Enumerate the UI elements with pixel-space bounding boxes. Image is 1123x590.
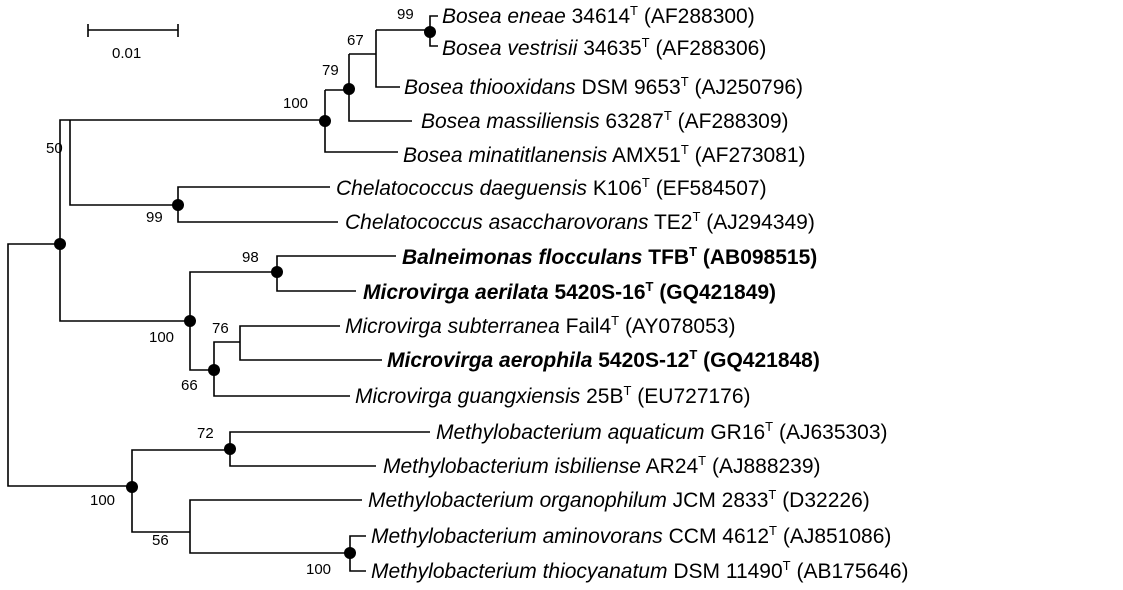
node-dot [126, 481, 138, 493]
leaf-label: Bosea thiooxidans DSM 9653T (AJ250796) [404, 74, 803, 99]
branch-bosea-100 [324, 90, 398, 153]
leaf-label: Microvirga aerophila 5420S-12T (GQ421848… [387, 347, 820, 372]
node-dot [224, 443, 236, 455]
branch-bosea-79 [348, 54, 412, 122]
leaf-label: Bosea vestrisii 34635T (AF288306) [442, 35, 766, 60]
node-dot [319, 115, 331, 127]
branch-chelato-asaccharovorans [177, 205, 338, 223]
bootstrap-value: 100 [306, 561, 331, 578]
bootstrap-value: 56 [152, 532, 169, 549]
leaf-label: Microvirga subterranea Fail4T (AY078053) [345, 313, 735, 338]
bootstrap-values: 99 67 79 100 50 99 98 100 76 66 72 100 5… [46, 6, 414, 578]
node-dot [172, 199, 184, 211]
scale-bar: 0.01 [87, 24, 179, 62]
leaf-label: Bosea minatitlanensis AMX51T (AF273081) [403, 142, 806, 167]
branch-aerophila [239, 342, 382, 361]
leaf-label: Methylobacterium isbiliense AR24T (AJ888… [383, 453, 821, 478]
branch-micro-66 [189, 321, 214, 371]
branch-balneimonas [276, 255, 396, 272]
branch-root [7, 243, 132, 487]
branch-methylo-56 [131, 486, 190, 533]
node-dot [54, 238, 66, 250]
branch-methylo-100 [189, 532, 350, 554]
branch-aquaticum [229, 431, 430, 450]
bootstrap-value: 66 [181, 377, 198, 394]
leaf-labels: Bosea eneae 34614T (AF288300) Bosea vest… [336, 3, 909, 583]
leaf-label: Microvirga aerilata 5420S-16T (GQ421849) [363, 279, 776, 304]
branch-guangxiensis [213, 370, 350, 397]
node-dot [343, 83, 355, 95]
bootstrap-value: 100 [149, 329, 174, 346]
leaf-label: Bosea eneae 34614T (AF288300) [442, 3, 755, 28]
leaf-label: Methylobacterium aminovorans CCM 4612T (… [371, 523, 891, 548]
branch-bosea-67 [375, 30, 400, 88]
branch-subterranea [239, 325, 340, 342]
bootstrap-value: 98 [242, 249, 259, 266]
branch-chelato-daeguensis [177, 186, 330, 205]
leaf-label: Microvirga guangxiensis 25BT (EU727176) [355, 383, 751, 408]
leaf-label: Methylobacterium thiocyanatum DSM 11490T… [371, 558, 909, 583]
leaf-label: Chelatococcus daeguensis K106T (EF584507… [336, 175, 767, 200]
branch-aerilata [276, 272, 356, 292]
branch-bosea-eneae [429, 15, 438, 30]
leaf-label: Methylobacterium organophilum JCM 2833T … [368, 487, 870, 512]
leaf-label: Methylobacterium aquaticum GR16T (AJ6353… [436, 419, 888, 444]
node-dot [184, 315, 196, 327]
bootstrap-value: 100 [283, 95, 308, 112]
branch-to-chelatococcus [69, 120, 178, 206]
bootstrap-value: 79 [322, 62, 339, 79]
branch-isbiliense [229, 450, 376, 467]
node-dot [208, 364, 220, 376]
bootstrap-value: 99 [146, 209, 163, 226]
leaf-label: Bosea massiliensis 63287T (AF288309) [421, 108, 789, 133]
tree-nodes [54, 26, 436, 559]
branch-methylo-72 [131, 449, 230, 486]
scale-bar-label: 0.01 [112, 45, 141, 62]
bootstrap-value: 100 [90, 492, 115, 509]
node-dot [344, 547, 356, 559]
branch-micro-98 [189, 271, 277, 321]
bootstrap-value: 72 [197, 425, 214, 442]
node-dot [424, 26, 436, 38]
bootstrap-value: 99 [397, 6, 414, 23]
leaf-label: Balneimonas flocculans TFBT (AB098515) [402, 244, 817, 269]
bootstrap-value: 76 [212, 320, 229, 337]
branch-micro-76 [213, 341, 240, 370]
branch-organophilum [189, 499, 362, 532]
branch-clade-50 [59, 119, 190, 322]
leaf-label: Chelatococcus asaccharovorans TE2T (AJ29… [345, 209, 815, 234]
bootstrap-value: 50 [46, 140, 63, 157]
node-dot [271, 266, 283, 278]
bootstrap-value: 67 [347, 32, 364, 49]
